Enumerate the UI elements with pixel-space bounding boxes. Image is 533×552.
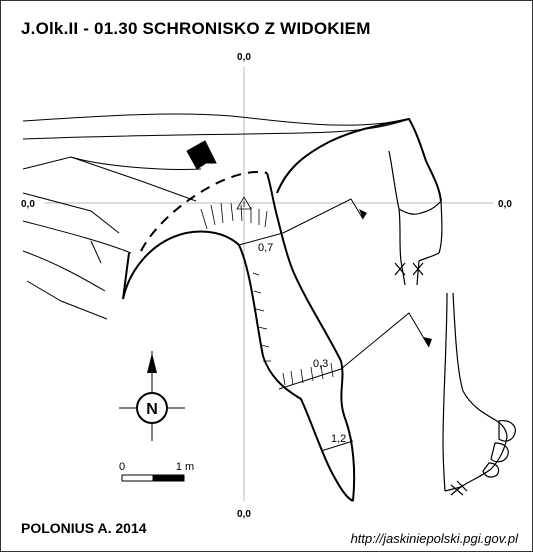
rock-crack-5 (22, 192, 120, 234)
datum-label-bottom: 0,0 (237, 509, 251, 520)
cross-section-2 (442, 292, 516, 496)
source-url: http://jaskiniepolski.pgi.gov.pl (350, 531, 518, 546)
height-label-2: 0,3 (313, 358, 328, 370)
rock-crack-4 (26, 280, 108, 320)
hachures-middle (252, 272, 271, 362)
section-lines (238, 198, 430, 452)
rock-overhang (276, 117, 442, 202)
section-leader-1 (282, 198, 364, 234)
cross-section-1-profile (388, 150, 443, 286)
section-arrowhead-1 (359, 209, 367, 219)
rock-crack-3 (22, 250, 106, 292)
rock-crack-7 (90, 240, 102, 264)
height-label-3: 1,2 (331, 433, 346, 445)
hachures-lower (282, 362, 334, 386)
cross-section-2-boulders (482, 420, 516, 478)
datum-label-top: 0,0 (237, 52, 251, 63)
cave-wall-left (122, 230, 354, 502)
rock-crack-6 (70, 156, 202, 170)
cave-outline (122, 117, 442, 502)
cross-section-2-floor-mark (450, 480, 468, 496)
north-label: N (146, 401, 158, 418)
scale-bar-filled (152, 474, 185, 482)
scale-bar: 0 1 m (119, 461, 194, 482)
north-arrow-circle (136, 392, 168, 424)
section-line-1 (238, 232, 284, 246)
cave-wall-left-edge (122, 252, 130, 300)
datum-label-left: 0,0 (21, 199, 35, 210)
terrain-line-top-2 (22, 118, 410, 140)
scale-end-label: 1 m (176, 461, 194, 473)
survey-station-triangle (236, 196, 252, 210)
section-line-2 (278, 368, 342, 390)
section-leader-2 (340, 312, 430, 370)
rock-crack-2 (22, 220, 132, 254)
cross-section-2-profile (444, 292, 508, 492)
cross-section-2-left (442, 292, 448, 492)
height-label-1: 0,7 (258, 242, 273, 254)
slope-hachures (200, 202, 334, 386)
section-line-3 (320, 440, 354, 452)
cross-section-1-left (398, 208, 406, 286)
survey-author: POLONIUS A. 2014 (21, 520, 147, 536)
cross-section-1-floor-mark (394, 262, 424, 276)
hachures-upper (200, 202, 268, 230)
north-arrow: N (119, 351, 185, 441)
section-arrowheads (359, 209, 432, 347)
north-arrow-head (147, 353, 157, 373)
survey-title: J.Olk.II - 01.30 SCHRONISKO Z WIDOKIEM (21, 19, 371, 38)
section-arrowhead-2 (423, 337, 432, 347)
rock-crack-1 (22, 156, 197, 202)
datum-label-right: 0,0 (498, 199, 512, 210)
cave-wall-right (266, 172, 356, 502)
cross-section-1 (388, 150, 443, 286)
terrain-line-top (22, 113, 410, 126)
dripline-dashed (140, 171, 268, 252)
datum-lines (45, 67, 493, 501)
scale-start-label: 0 (119, 461, 125, 473)
entrance-arrow (186, 140, 217, 170)
rock-surface-lines (22, 113, 410, 320)
